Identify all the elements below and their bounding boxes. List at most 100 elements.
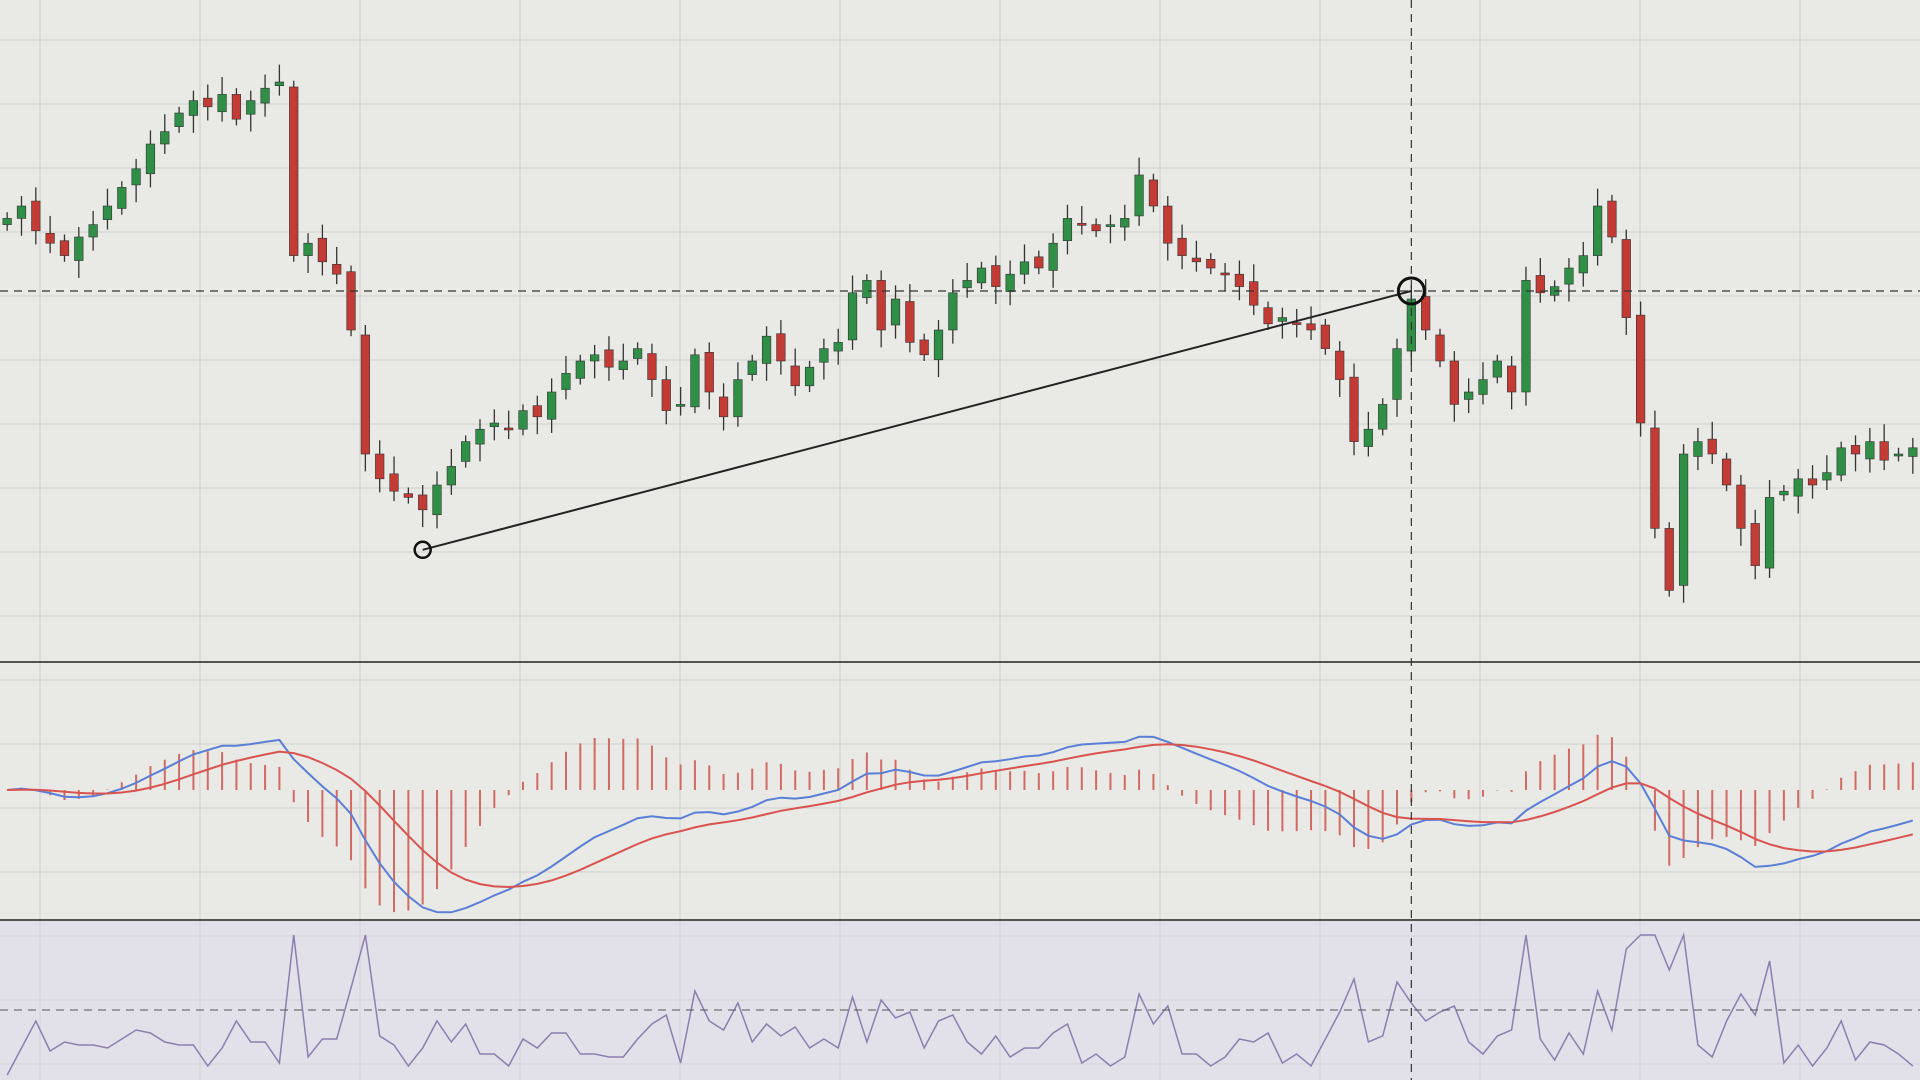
candle[interactable] <box>847 275 858 350</box>
candle[interactable] <box>747 354 757 381</box>
candle[interactable] <box>1134 157 1144 226</box>
candle[interactable] <box>446 449 456 495</box>
candle[interactable] <box>833 328 843 365</box>
candle[interactable] <box>790 348 800 396</box>
candle[interactable] <box>1335 341 1345 397</box>
candle[interactable] <box>1349 363 1359 456</box>
candle[interactable] <box>489 409 499 441</box>
candle[interactable] <box>1292 308 1302 338</box>
candle[interactable] <box>776 320 786 375</box>
candle[interactable] <box>991 255 1001 304</box>
candle[interactable] <box>375 440 385 493</box>
candle[interactable] <box>1664 522 1674 597</box>
candle[interactable] <box>733 362 743 427</box>
candle[interactable] <box>160 114 170 154</box>
candle[interactable] <box>919 333 929 361</box>
candle[interactable] <box>188 90 199 133</box>
candle[interactable] <box>1879 424 1889 471</box>
candle[interactable] <box>1478 362 1488 405</box>
candle[interactable] <box>1836 441 1846 482</box>
candle[interactable] <box>1263 301 1273 330</box>
candle[interactable] <box>1893 447 1904 462</box>
candle[interactable] <box>905 284 915 353</box>
candle[interactable] <box>1578 241 1588 287</box>
candle[interactable] <box>16 196 27 236</box>
candle[interactable] <box>618 343 628 380</box>
candle[interactable] <box>88 210 98 251</box>
candle[interactable] <box>1793 468 1803 514</box>
candle[interactable] <box>1507 356 1517 410</box>
candle[interactable] <box>403 487 413 504</box>
candle[interactable] <box>217 77 227 122</box>
candle[interactable] <box>532 395 542 435</box>
candle[interactable] <box>604 336 614 381</box>
candle[interactable] <box>303 233 313 273</box>
candle[interactable] <box>690 348 700 414</box>
candle[interactable] <box>246 90 256 132</box>
candle[interactable] <box>948 279 958 344</box>
candle[interactable] <box>1650 410 1660 539</box>
candle[interactable] <box>547 378 557 433</box>
candle[interactable] <box>1048 233 1058 288</box>
candle[interactable] <box>1750 509 1760 580</box>
candle[interactable] <box>360 325 370 472</box>
candle[interactable] <box>1206 253 1216 275</box>
candle[interactable] <box>418 485 428 528</box>
candle[interactable] <box>1607 194 1617 244</box>
candle[interactable] <box>31 187 41 245</box>
candle[interactable] <box>145 130 156 188</box>
candle[interactable] <box>461 435 471 468</box>
candle[interactable] <box>1707 421 1717 464</box>
candle[interactable] <box>675 387 686 416</box>
candle[interactable] <box>1363 411 1373 457</box>
candle[interactable] <box>432 471 442 529</box>
candle[interactable] <box>976 261 987 290</box>
candle[interactable] <box>389 456 399 502</box>
candle[interactable] <box>1148 173 1159 213</box>
candle[interactable] <box>2 212 12 231</box>
candle[interactable] <box>1177 224 1187 270</box>
candle[interactable] <box>1779 485 1789 502</box>
candle[interactable] <box>1678 444 1689 603</box>
candle[interactable] <box>1220 263 1230 292</box>
candle[interactable] <box>1378 398 1388 436</box>
candle[interactable] <box>131 158 141 203</box>
candle[interactable] <box>1277 307 1287 339</box>
candle[interactable] <box>761 326 772 381</box>
candle[interactable] <box>59 234 70 262</box>
trendline-end-handle[interactable] <box>1396 276 1426 306</box>
candle[interactable] <box>1449 351 1459 422</box>
candle[interactable] <box>117 181 127 215</box>
candle[interactable] <box>561 356 571 400</box>
candle[interactable] <box>1191 240 1202 272</box>
candle[interactable] <box>45 215 55 254</box>
candle[interactable] <box>274 64 285 96</box>
candle[interactable] <box>661 365 671 425</box>
candle[interactable] <box>1635 301 1646 437</box>
candle[interactable] <box>1564 258 1574 302</box>
trendline-start-handle[interactable] <box>413 540 432 560</box>
candle[interactable] <box>704 342 714 410</box>
candle[interactable] <box>962 263 972 298</box>
candle[interactable] <box>1807 465 1818 499</box>
candle[interactable] <box>1693 427 1703 471</box>
candle[interactable] <box>504 410 514 440</box>
candle[interactable] <box>74 227 84 278</box>
candle[interactable] <box>1721 452 1732 492</box>
candle[interactable] <box>1077 206 1087 235</box>
candle[interactable] <box>260 74 270 117</box>
candle[interactable] <box>1234 260 1245 301</box>
macd-panel[interactable] <box>7 734 1914 914</box>
candle[interactable] <box>718 383 729 431</box>
candle[interactable] <box>1535 258 1545 303</box>
candle[interactable] <box>890 285 901 339</box>
candle[interactable] <box>174 106 184 133</box>
candle[interactable] <box>575 354 585 385</box>
candle[interactable] <box>231 88 242 126</box>
candle[interactable] <box>1736 475 1746 546</box>
candle[interactable] <box>1249 264 1259 316</box>
candle[interactable] <box>633 342 643 365</box>
candle[interactable] <box>1034 250 1044 275</box>
